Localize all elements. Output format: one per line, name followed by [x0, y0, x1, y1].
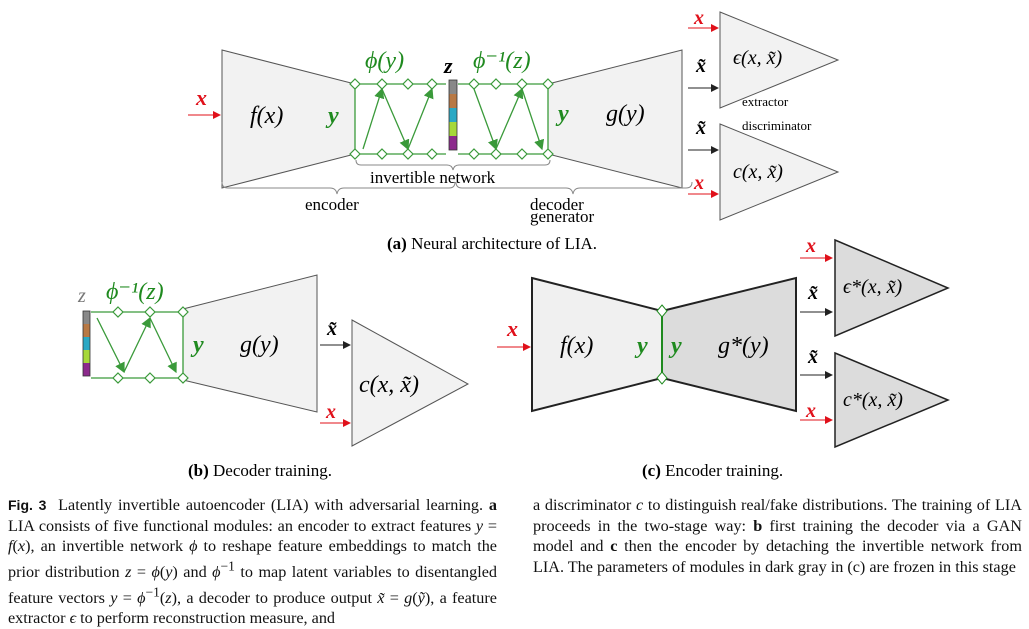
caption-a: (a) Neural architecture of LIA.: [387, 234, 597, 253]
flow-nodes: [349, 78, 554, 160]
eps-star-formula: ϵ*(x, x̃): [843, 276, 902, 298]
encoder-text: encoder: [305, 195, 359, 214]
caption-c: (c) Encoder training.: [642, 461, 783, 480]
c-formula-b: c(x, x̃): [359, 372, 419, 398]
discriminator-triangle-b: [351, 319, 470, 447]
xt-label-b: x̃: [326, 318, 338, 340]
detach-node-top: [656, 304, 668, 318]
gy-label-b: g(y): [240, 332, 279, 358]
gstar-label-c: g*(y): [718, 333, 769, 359]
figure-caption: Fig. 3 Latently invertible autoencoder (…: [8, 495, 1022, 627]
invertible-network-text: invertible network: [370, 168, 496, 187]
caption-right-text: a discriminator c to distinguish real/fa…: [533, 496, 1022, 576]
input-x-label: x: [195, 85, 207, 110]
y1-label-c: y: [634, 333, 648, 359]
extractor-formula: ϵ(x, x̃): [733, 47, 782, 69]
encoder-brace: [221, 181, 456, 195]
xt-top-c: x̃: [807, 282, 819, 304]
extractor-text: extractor: [742, 94, 789, 109]
phi-y-label: ϕ(y): [365, 48, 404, 74]
z-label: z: [443, 53, 453, 78]
latent-z-bar-b: [82, 310, 91, 377]
extractor-triangle: [719, 11, 840, 109]
caption-left-text: Latently invertible autoencoder (LIA) wi…: [8, 496, 498, 628]
panel-c: x f(x) y y g*(y) x x̃ x̃ x ϵ*(x, x̃) c*(…: [497, 235, 950, 480]
caption-b: (b) Decoder training.: [188, 461, 332, 480]
x-top-c: x: [805, 235, 816, 257]
generator-text: generator: [530, 207, 595, 226]
invertible-graph-b: [91, 311, 184, 379]
y-right-label: y: [555, 101, 569, 127]
phi-inv-z-label-b: ϕ⁻¹(z): [106, 279, 164, 305]
phi-inv-z-label: ϕ⁻¹(z): [473, 48, 531, 74]
y-left-label: y: [325, 103, 339, 129]
panel-b: z ϕ⁻¹(z) y g(y) x̃ x c(x, x̃) (b) Decode…: [77, 274, 470, 480]
panel-a: x f(x) y ϕ(y) z ϕ⁻¹(z) y g(y) x x̃ x̃ x …: [188, 7, 840, 253]
discriminator-triangle: [719, 123, 840, 221]
frozen-extractor-triangle: [834, 238, 950, 338]
figure-label: Fig. 3: [8, 497, 47, 513]
decoder-brace: [455, 181, 693, 195]
caption-left-column: Fig. 3 Latently invertible autoencoder (…: [8, 495, 497, 627]
x-label-b: x: [325, 401, 336, 423]
xt-top: x̃: [695, 55, 707, 77]
decoder-text: decoder: [530, 195, 584, 214]
detach-node-bottom: [656, 371, 668, 385]
xt-bottom-c: x̃: [807, 346, 819, 368]
gy-label: g(y): [606, 101, 645, 127]
y2-label-c: y: [668, 333, 682, 359]
caption-right-column: a discriminator c to distinguish real/fa…: [533, 495, 1022, 623]
xt-mid: x̃: [695, 117, 707, 139]
z-label-b: z: [77, 285, 86, 307]
x-bottom-c: x: [805, 400, 816, 422]
lia-figure: x f(x) y ϕ(y) z ϕ⁻¹(z) y g(y) x x̃ x̃ x …: [77, 7, 950, 480]
input-x-label-c: x: [506, 316, 518, 341]
frozen-discriminator-triangle: [834, 351, 950, 449]
c-star-formula: c*(x, x̃): [843, 389, 903, 411]
discriminator-formula: c(x, x̃): [733, 161, 783, 183]
fx-label: f(x): [250, 103, 283, 129]
invertible-brace: [355, 159, 551, 171]
y-label-b: y: [190, 332, 204, 358]
flow-nodes-b: [112, 306, 189, 384]
x-bottom-right: x: [693, 172, 704, 194]
x-top-right: x: [693, 7, 704, 29]
fx-label-c: f(x): [560, 333, 593, 359]
latent-z-bar: [448, 79, 458, 151]
discriminator-text: discriminator: [742, 118, 812, 133]
